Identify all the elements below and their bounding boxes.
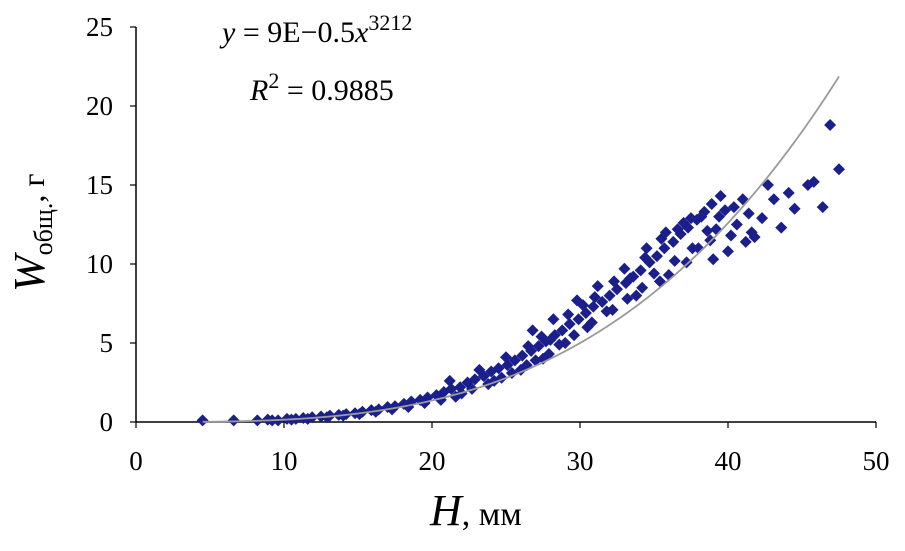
data-point xyxy=(591,280,604,293)
data-point xyxy=(701,224,714,237)
data-point xyxy=(608,275,621,288)
equation-text: y = 9E−0.5x3212 xyxy=(219,10,412,49)
data-point xyxy=(767,193,780,206)
y-tick-label: 0 xyxy=(100,407,114,437)
data-point xyxy=(640,242,653,255)
x-tick-label: 40 xyxy=(715,446,742,476)
data-point xyxy=(532,340,545,353)
data-point xyxy=(727,201,740,214)
data-point xyxy=(775,221,788,234)
data-point xyxy=(730,218,743,231)
data-point xyxy=(588,291,601,304)
data-point xyxy=(587,300,600,313)
data-point xyxy=(667,235,680,248)
data-point xyxy=(563,318,576,331)
y-tick-label: 15 xyxy=(86,170,113,200)
data-point xyxy=(782,186,795,199)
data-point xyxy=(833,163,845,176)
data-point xyxy=(492,362,505,375)
data-point xyxy=(680,256,693,269)
data-points xyxy=(196,118,845,427)
data-point xyxy=(824,118,837,131)
data-point xyxy=(714,190,727,203)
data-point xyxy=(719,204,732,217)
data-point xyxy=(756,212,769,225)
data-point xyxy=(636,281,649,294)
data-point xyxy=(707,253,720,266)
data-point xyxy=(600,305,613,318)
x-tick-label: 10 xyxy=(271,446,298,476)
trendline xyxy=(202,76,840,423)
data-point xyxy=(473,363,486,376)
data-point xyxy=(630,289,643,302)
x-tick-label: 0 xyxy=(129,446,143,476)
data-point xyxy=(668,254,681,267)
data-point xyxy=(671,223,684,236)
data-point xyxy=(402,400,415,413)
data-point xyxy=(596,295,609,308)
data-point xyxy=(547,313,560,326)
data-point xyxy=(739,235,752,248)
data-point xyxy=(618,262,631,275)
data-point xyxy=(705,197,718,210)
data-point xyxy=(196,414,209,427)
y-tick-label: 5 xyxy=(100,328,114,358)
data-point xyxy=(603,289,616,302)
data-point xyxy=(655,232,668,245)
data-point xyxy=(742,207,755,220)
y-axis-label: Wобщ., г xyxy=(5,173,58,292)
data-point xyxy=(568,329,581,342)
data-point xyxy=(695,210,708,223)
data-point xyxy=(710,223,723,236)
x-tick-label: 50 xyxy=(863,446,890,476)
data-point xyxy=(724,229,737,242)
data-point xyxy=(508,354,521,367)
data-point xyxy=(639,251,652,264)
x-tick-label: 20 xyxy=(419,446,446,476)
x-axis-label: H, мм xyxy=(429,486,522,535)
data-point xyxy=(526,324,539,337)
data-point xyxy=(516,349,529,362)
data-point xyxy=(816,201,829,214)
data-point xyxy=(634,264,647,277)
data-point xyxy=(576,299,589,312)
data-point xyxy=(468,373,481,386)
data-point xyxy=(227,414,240,427)
data-point xyxy=(713,210,726,223)
data-point xyxy=(445,382,458,395)
y-tick-label: 25 xyxy=(86,12,113,42)
r-squared-text: R2 = 0.9885 xyxy=(249,68,394,107)
data-point xyxy=(677,216,690,229)
data-point xyxy=(535,330,548,343)
data-point xyxy=(553,338,566,351)
data-point xyxy=(501,359,514,372)
data-point xyxy=(556,324,569,337)
data-point xyxy=(624,272,637,285)
data-point xyxy=(658,242,671,255)
y-tick-label: 20 xyxy=(86,91,113,121)
data-point xyxy=(522,340,535,353)
data-point xyxy=(562,308,575,321)
data-point xyxy=(544,333,557,346)
data-point xyxy=(443,374,456,387)
data-point xyxy=(648,267,660,280)
data-point xyxy=(761,179,774,191)
data-point xyxy=(572,313,585,326)
data-point xyxy=(685,212,697,225)
data-point xyxy=(650,250,663,263)
data-point xyxy=(500,351,512,364)
tick-labels: 0 10 20 30 40 50 0 5 10 15 20 25 xyxy=(86,12,890,476)
data-point xyxy=(736,193,749,206)
data-point xyxy=(585,316,598,329)
y-tick-label: 10 xyxy=(86,249,113,279)
data-point xyxy=(722,245,734,258)
data-point xyxy=(788,202,801,215)
x-tick-label: 30 xyxy=(567,446,594,476)
data-point xyxy=(621,292,634,305)
data-point xyxy=(807,175,820,188)
data-point xyxy=(745,226,758,239)
